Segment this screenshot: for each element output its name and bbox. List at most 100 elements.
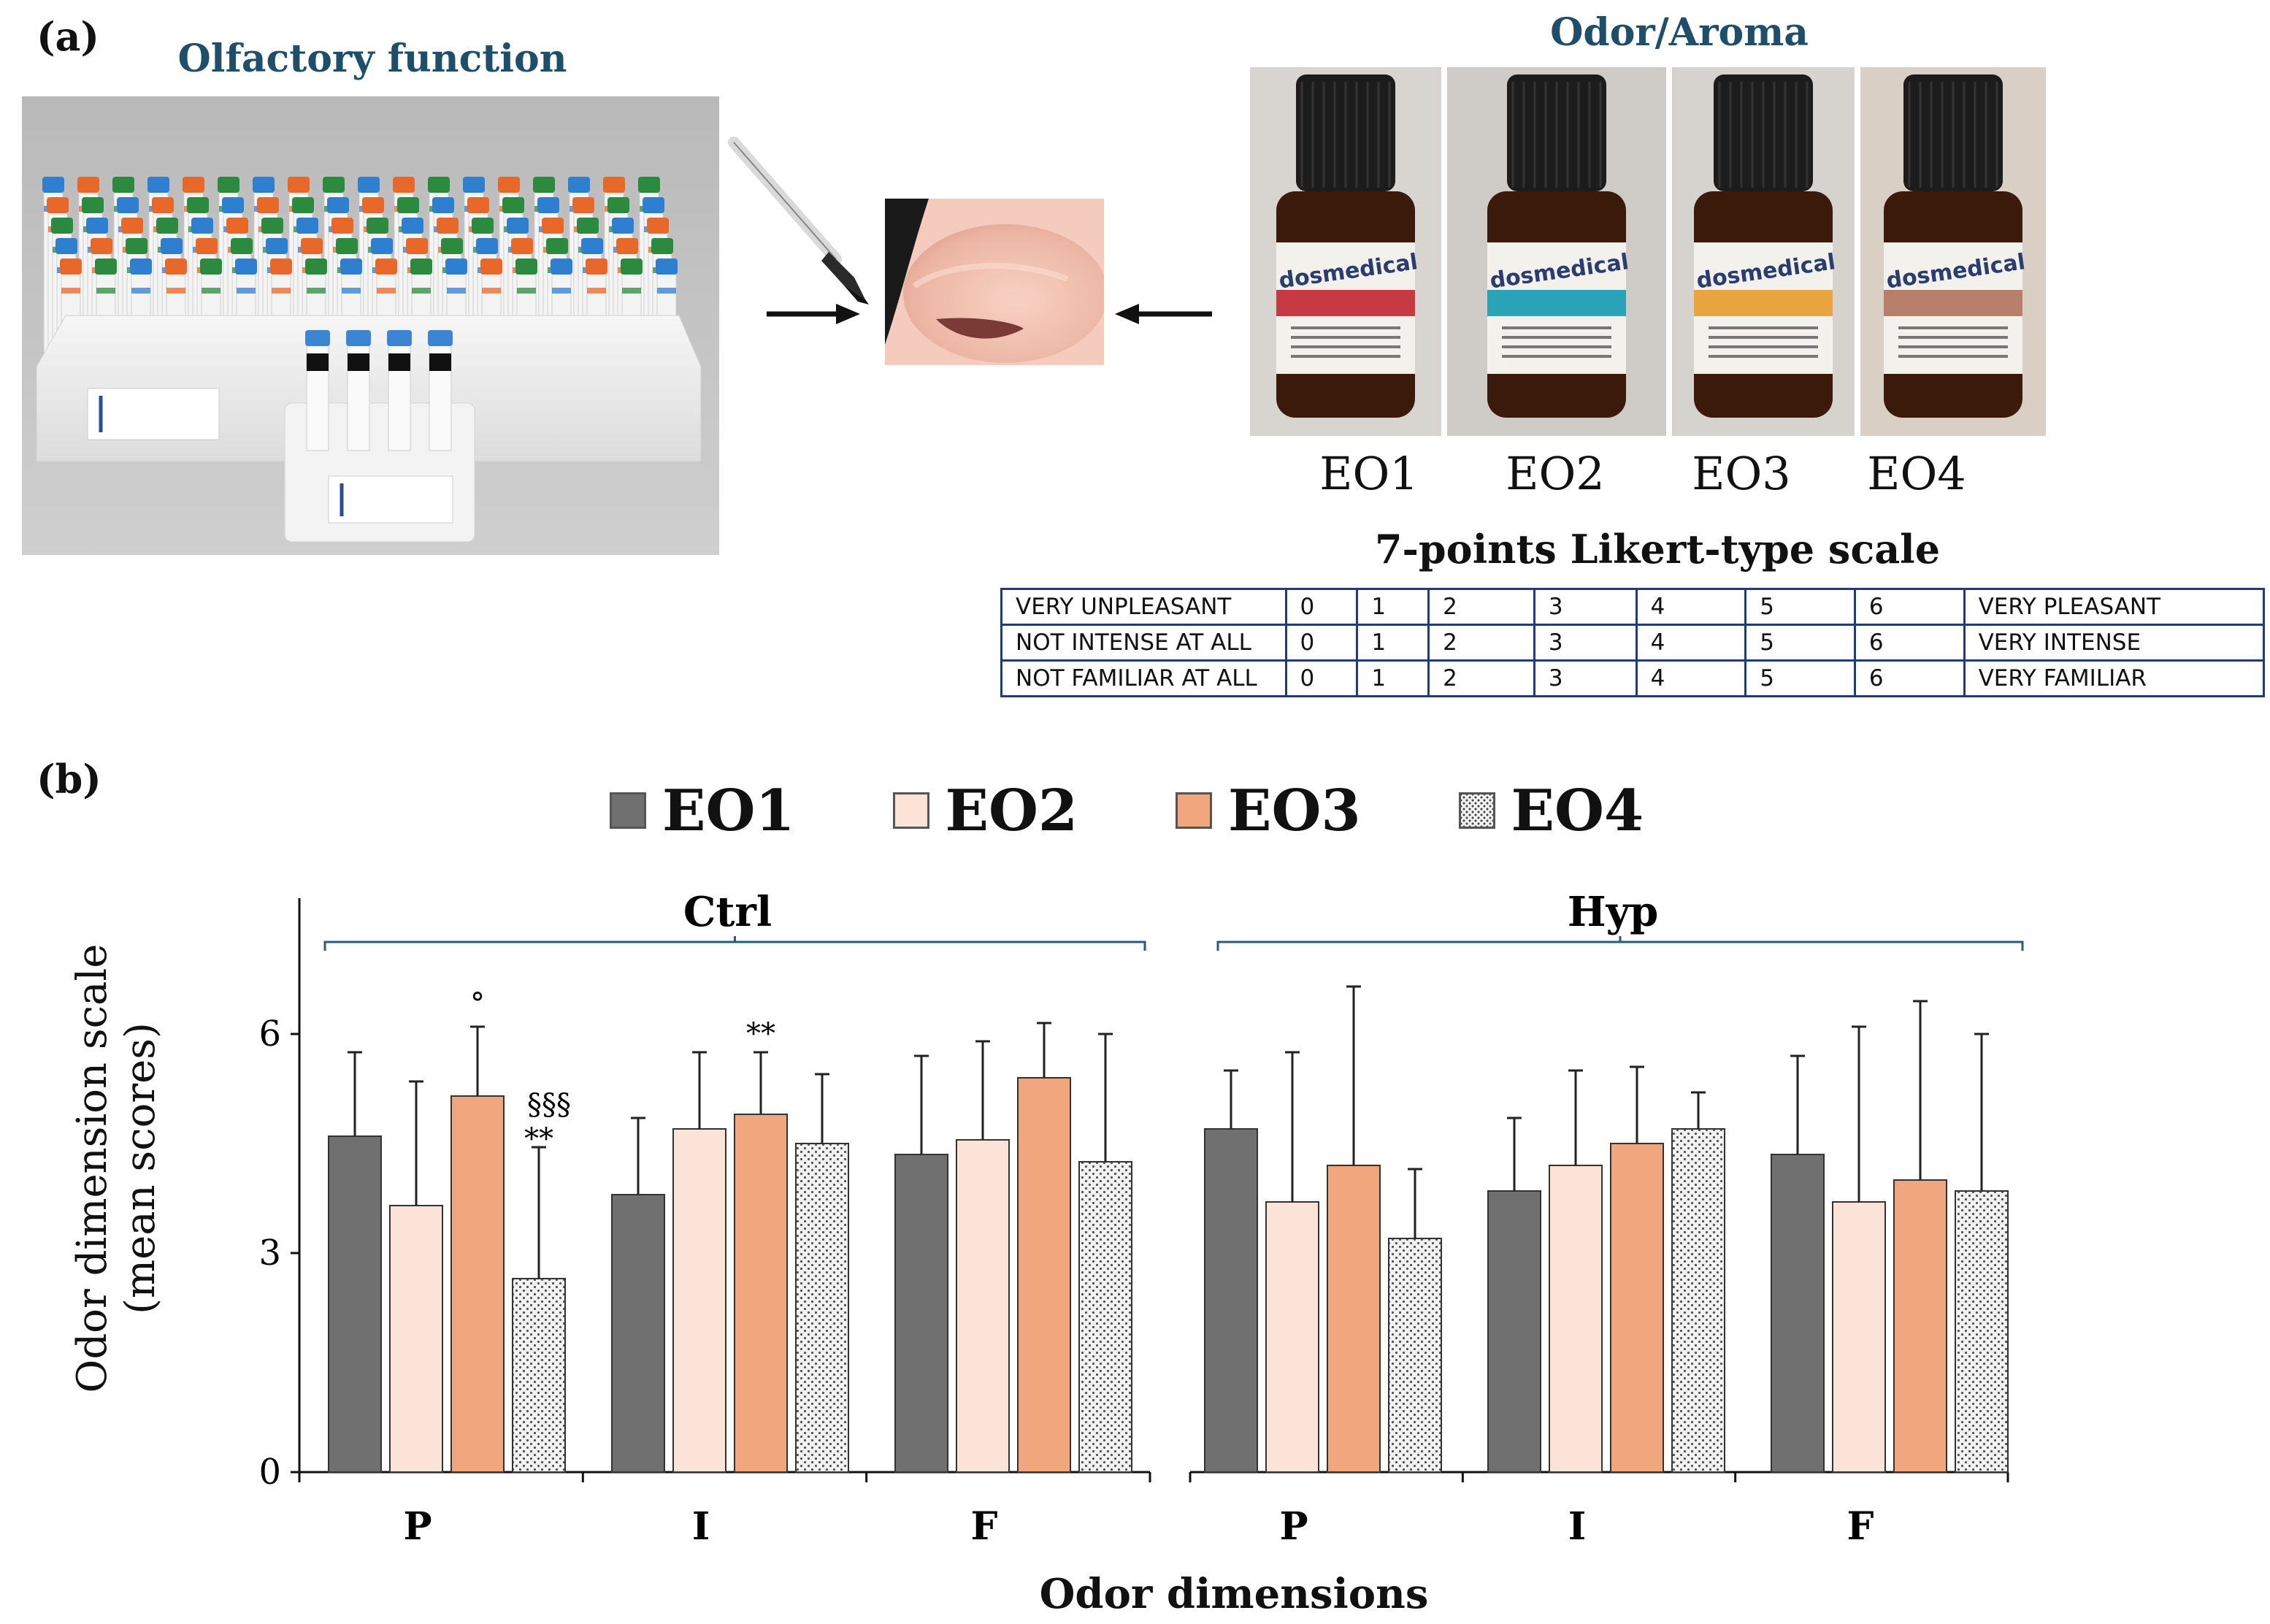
bar-hyp-p-eo4 <box>1388 1238 1442 1473</box>
likert-point: 2 <box>1427 588 1535 626</box>
legend-swatch <box>892 792 929 829</box>
legend-item-eo1: EO1 <box>610 778 893 844</box>
bar-ctrl-p-eo2 <box>389 1205 443 1473</box>
legend-label: EO2 <box>945 777 1078 844</box>
bar-hyp-f-eo3 <box>1893 1179 1947 1473</box>
legend-swatch <box>610 792 646 829</box>
likert-scale-title: 7-points Likert-type scale <box>1374 526 1941 572</box>
likert-point: 2 <box>1427 659 1535 697</box>
likert-row: NOT INTENSE AT ALL 0 1 2 3 4 5 6 VERY INTENSE <box>1000 624 2266 662</box>
bar-hyp-f-eo1 <box>1771 1154 1825 1473</box>
likert-point: 5 <box>1744 588 1856 626</box>
eo-label-2: EO2 <box>1506 447 1605 500</box>
likert-point: 6 <box>1853 624 1966 662</box>
category-label-hyp-p: P <box>1279 1504 1308 1549</box>
bar-ctrl-i-eo3 <box>734 1114 788 1473</box>
likert-low-anchor: NOT FAMILIAR AT ALL <box>1000 659 1287 697</box>
legend-item-eo4: EO4 <box>1458 777 1742 844</box>
x-axis-title: Odor dimensions <box>1039 1570 1429 1618</box>
category-label-ctrl-p: P <box>403 1504 432 1549</box>
eo-label-3: EO3 <box>1692 447 1791 500</box>
bottle-2: dosmedical <box>1447 67 1666 436</box>
group-bracket <box>1216 941 2024 951</box>
likert-row: VERY UNPLEASANT 0 1 2 3 4 5 6 VERY PLEASANT <box>1000 588 2266 626</box>
bottle-1: dosmedical <box>1250 67 1441 436</box>
group-label-ctrl: Ctrl <box>683 888 772 936</box>
likert-point: 2 <box>1427 624 1535 662</box>
likert-row: NOT FAMILIAR AT ALL 0 1 2 3 4 5 6 VERY FAMILIAR <box>1000 659 2266 697</box>
legend-label: EO3 <box>1228 777 1361 844</box>
bar-ctrl-f-eo3 <box>1017 1077 1071 1473</box>
bar-ctrl-p-eo4 <box>512 1278 566 1473</box>
significance-marker: §§§ <box>527 1088 571 1122</box>
likert-point: 1 <box>1356 588 1430 626</box>
bar-hyp-p-eo1 <box>1204 1128 1258 1473</box>
essential-oil-bottles: dosmedical dosmedical dosmedical dosmedical <box>1250 67 2046 436</box>
likert-point: 3 <box>1533 659 1638 697</box>
group-bracket <box>323 941 1146 951</box>
bar-ctrl-f-eo2 <box>956 1139 1010 1473</box>
odor-aroma-heading: Odor/Aroma <box>1550 10 1809 55</box>
y-tick-label: 6 <box>258 1014 281 1054</box>
likert-point: 6 <box>1853 588 1966 626</box>
panel-a-label: (a) <box>37 13 100 60</box>
legend-label: EO1 <box>662 777 795 844</box>
likert-point: 1 <box>1356 624 1430 662</box>
sniffin-sticks-photo <box>22 96 719 555</box>
bottle-3: dosmedical <box>1672 67 1855 436</box>
likert-point: 5 <box>1744 624 1856 662</box>
significance-marker: ° <box>470 987 485 1021</box>
likert-point: 3 <box>1533 624 1638 662</box>
bar-hyp-i-eo4 <box>1671 1128 1725 1473</box>
legend-item-eo3: EO3 <box>1176 778 1459 844</box>
bar-ctrl-f-eo4 <box>1078 1161 1132 1473</box>
likert-point: 4 <box>1635 588 1747 626</box>
bar-hyp-f-eo2 <box>1832 1201 1886 1473</box>
significance-marker: ** <box>746 1017 775 1051</box>
bar-hyp-i-eo1 <box>1487 1190 1541 1473</box>
category-label-ctrl-f: F <box>971 1504 998 1549</box>
bar-hyp-i-eo2 <box>1549 1165 1603 1473</box>
likert-point: 0 <box>1284 588 1359 626</box>
likert-low-anchor: NOT INTENSE AT ALL <box>1000 624 1287 662</box>
bar-ctrl-f-eo1 <box>894 1154 948 1473</box>
significance-marker: ** <box>524 1122 553 1156</box>
likert-point: 0 <box>1284 624 1359 662</box>
category-label-hyp-f: F <box>1847 1504 1874 1549</box>
legend-swatch <box>1458 792 1495 829</box>
likert-point: 1 <box>1356 659 1430 697</box>
sniffin-sticks-illustration <box>22 96 719 555</box>
nose-photo <box>885 199 1104 365</box>
panel-b-label: (b) <box>37 756 101 803</box>
likert-point: 5 <box>1744 659 1856 697</box>
bar-hyp-f-eo4 <box>1955 1190 2009 1473</box>
bar-hyp-p-eo3 <box>1327 1165 1381 1473</box>
y-axis-title-line-2: (mean scores) <box>117 1022 164 1314</box>
likert-low-anchor: VERY UNPLEASANT <box>1000 588 1287 626</box>
category-label-hyp-i: I <box>1568 1504 1586 1549</box>
sniffin-pen-icon <box>728 137 869 304</box>
bar-hyp-i-eo3 <box>1610 1143 1664 1473</box>
olfactory-function-heading: Olfactory function <box>177 37 567 81</box>
left-arrow-icon <box>1115 304 1212 324</box>
legend-item-eo2: EO2 <box>892 777 1176 844</box>
chart-legend: EO1 EO2 EO3 EO4 <box>610 774 1741 847</box>
bar-ctrl-i-eo4 <box>795 1143 849 1473</box>
legend-swatch <box>1176 792 1212 829</box>
likert-point: 3 <box>1533 588 1638 626</box>
bar-ctrl-i-eo1 <box>611 1194 665 1473</box>
eo-label-1: EO1 <box>1319 447 1419 500</box>
y-tick-label: 0 <box>258 1452 281 1493</box>
likert-high-anchor: VERY PLEASANT <box>1963 588 2266 626</box>
bar-ctrl-i-eo2 <box>672 1128 726 1473</box>
bottle-4: dosmedical <box>1860 67 2046 436</box>
category-label-ctrl-i: I <box>692 1504 710 1549</box>
y-axis-title-line-1: Odor dimension scale <box>69 943 116 1393</box>
bar-hyp-p-eo2 <box>1265 1201 1319 1473</box>
eo-label-4: EO4 <box>1867 447 1966 500</box>
bar-ctrl-p-eo3 <box>450 1095 505 1473</box>
bar-ctrl-p-eo1 <box>328 1135 382 1473</box>
likert-scale-table: VERY UNPLEASANT 0 1 2 3 4 5 6 VERY PLEASANT NOT I… <box>1000 588 2266 697</box>
legend-label: EO4 <box>1511 777 1644 844</box>
